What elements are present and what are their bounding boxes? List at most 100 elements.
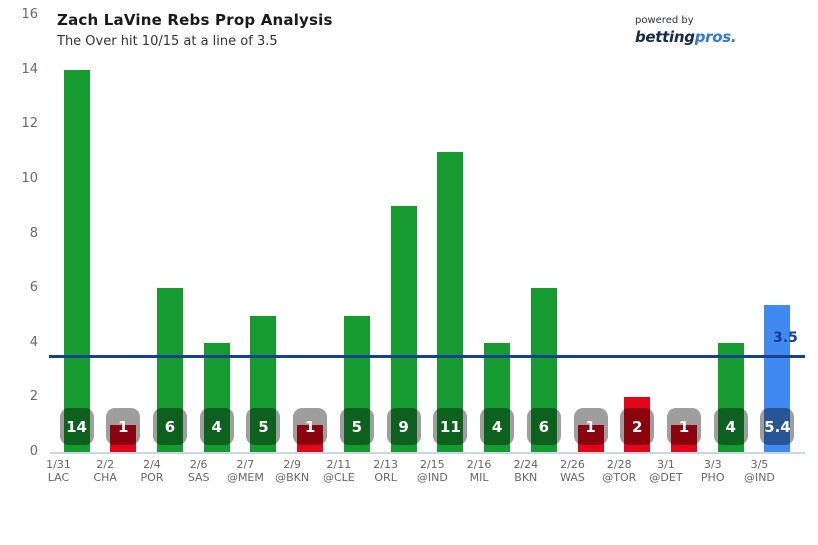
x-axis-label-date: 2/24 (513, 458, 539, 471)
x-axis-label-opponent: @DET (649, 471, 683, 484)
x-axis-label: 1/31 LAC (28, 458, 90, 484)
bar[interactable] (203, 342, 230, 452)
chart-title: Zach LaVine Rebs Prop Analysis (57, 11, 333, 29)
bar[interactable] (437, 151, 464, 452)
x-axis-label-opponent: @CLE (322, 471, 355, 484)
bar-value-badge: 4 (480, 408, 515, 445)
x-axis-label: 2/24 BKN (495, 458, 557, 484)
bettingpros-logo: powered by bettingpros. (635, 15, 737, 46)
x-axis-label: 2/2 CHA (74, 458, 136, 484)
y-axis-tick-label: 10 (21, 171, 38, 186)
bar[interactable] (624, 397, 651, 452)
bar-value-badge: 5 (339, 408, 374, 445)
x-axis-label-date: 2/4 (143, 458, 161, 471)
chart-subtitle: The Over hit 10/15 at a line of 3.5 (57, 34, 278, 49)
x-axis-label-opponent: @TOR (602, 471, 637, 484)
x-axis-label-opponent: @IND (416, 471, 448, 484)
x-axis-label-date: 2/13 (373, 458, 398, 471)
brand-light-text: pros. (694, 28, 737, 46)
bar-value-badge: 6 (152, 408, 187, 445)
bar[interactable] (156, 288, 183, 452)
x-axis-label-opponent: ORL (374, 471, 397, 484)
bar[interactable] (670, 424, 697, 452)
bar[interactable] (297, 424, 324, 452)
prop-line-label: 3.5 (773, 330, 798, 347)
y-axis-tick-label: 8 (29, 225, 38, 241)
y-axis-tick-label: 4 (29, 334, 38, 350)
x-axis-label: 2/6 SAS (168, 458, 230, 484)
x-axis-label-opponent: @IND (743, 471, 775, 484)
bar-value-badge: 1 (106, 408, 141, 445)
x-axis-label-opponent: SAS (187, 471, 210, 484)
x-axis-label: 2/28 @TOR (588, 458, 650, 484)
x-axis-label-date: 3/5 (750, 458, 769, 471)
x-axis-label-date: 2/11 (326, 458, 352, 471)
bar-value-badge: 2 (620, 408, 655, 445)
y-axis-tick-label: 16 (21, 7, 38, 23)
bar-value-badge: 1 (293, 408, 328, 445)
bar[interactable] (63, 69, 90, 452)
x-axis-label: 2/16 MIL (448, 458, 510, 484)
x-axis-label-date: 2/2 (96, 458, 115, 471)
bar-value-badge: 5.4 (760, 408, 795, 445)
bar-value-badge: 1 (573, 408, 608, 445)
x-axis-label: 2/15 @IND (401, 458, 463, 484)
x-axis-label-date: 2/6 (189, 458, 208, 471)
bar-value-badge: 9 (386, 408, 421, 445)
x-axis-label: 3/5 @IND (728, 458, 790, 484)
bar[interactable] (717, 342, 744, 452)
y-axis-tick-label: 12 (21, 116, 38, 132)
x-axis-label: 2/26 WAS (542, 458, 604, 484)
bar[interactable] (577, 424, 604, 452)
prop-line (49, 355, 805, 359)
x-axis-label-opponent: PHO (700, 471, 725, 484)
x-axis-label-date: 2/15 (419, 458, 445, 471)
x-axis-label-opponent: CHA (93, 471, 117, 484)
x-axis-label-date: 1/31 (46, 458, 71, 471)
bar-value-badge: 4 (199, 408, 234, 445)
x-axis-label-opponent: MIL (469, 471, 489, 484)
bar[interactable] (484, 342, 511, 452)
bar-value-badge: 14 (59, 408, 94, 445)
bar-value-badge: 4 (713, 408, 748, 445)
x-axis-label-opponent: WAS (560, 471, 585, 484)
y-axis-tick-label: 6 (29, 280, 38, 296)
x-axis-label-date: 3/1 (657, 458, 675, 471)
x-axis-label: 2/11 @CLE (308, 458, 370, 484)
x-axis-label-date: 2/7 (236, 458, 255, 471)
x-axis-line (50, 452, 805, 454)
brand-dark-text: betting (635, 28, 695, 46)
x-axis-label-opponent: @MEM (226, 471, 264, 484)
x-axis-label: 2/13 ORL (355, 458, 417, 484)
x-axis-label-opponent: LAC (47, 471, 70, 484)
x-axis-label-date: 2/16 (466, 458, 492, 471)
bar-value-badge: 11 (433, 408, 468, 445)
bar[interactable] (110, 424, 137, 452)
bar[interactable] (250, 315, 277, 452)
bar-value-badge: 5 (246, 408, 281, 445)
y-axis-tick-label: 14 (21, 61, 38, 77)
x-axis-label-date: 3/3 (703, 458, 722, 471)
bar[interactable] (390, 206, 417, 452)
x-axis-label-opponent: POR (140, 471, 164, 484)
powered-by-text: powered by (635, 15, 694, 26)
x-axis-label: 2/4 POR (121, 458, 183, 484)
bettingpros-wordmark: bettingpros. (635, 28, 737, 46)
x-axis-label-date: 2/26 (560, 458, 585, 471)
x-axis-label-date: 2/28 (606, 458, 632, 471)
x-axis-label: 3/1 @DET (635, 458, 697, 484)
bar[interactable] (764, 304, 791, 452)
x-axis-label: 3/3 PHO (682, 458, 744, 484)
bar[interactable] (343, 315, 370, 452)
y-axis-tick-label: 0 (29, 444, 38, 459)
y-axis-tick-label: 2 (29, 389, 38, 405)
x-axis-label-opponent: BKN (514, 471, 538, 484)
x-axis-label-opponent: @BKN (275, 471, 310, 484)
bar[interactable] (530, 288, 557, 452)
bar-value-badge: 1 (666, 408, 701, 445)
x-axis-label: 2/7 @MEM (214, 458, 276, 484)
x-axis-label: 2/9 @BKN (261, 458, 323, 484)
bar-value-badge: 6 (526, 408, 561, 445)
x-axis-label-date: 2/9 (283, 458, 301, 471)
